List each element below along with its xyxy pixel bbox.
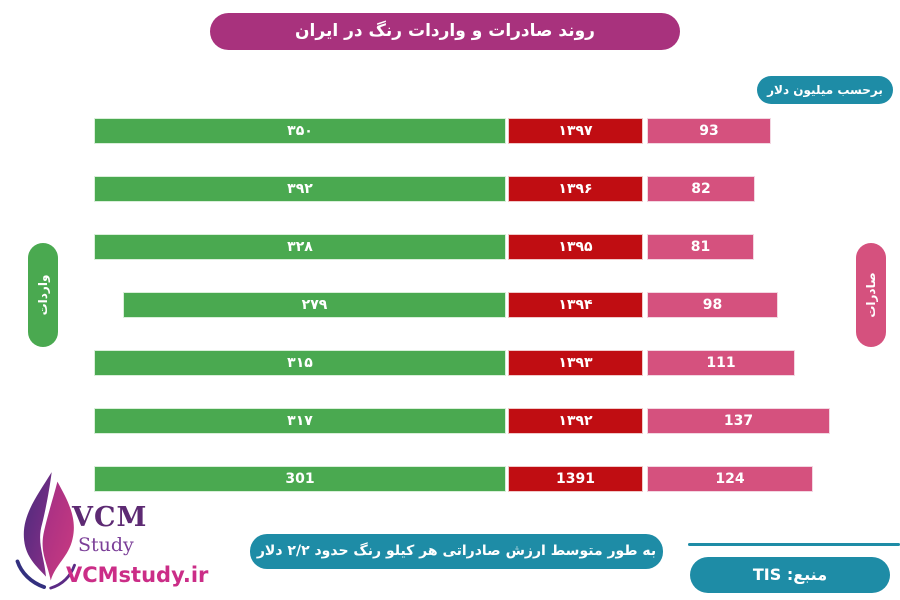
year-box: ۱۳۹۳ xyxy=(508,350,643,376)
chart-row: ۳۵۰ ۱۳۹۷ 93 xyxy=(0,118,900,144)
year-box: ۱۳۹۵ xyxy=(508,234,643,260)
exports-value-label: 82 xyxy=(691,181,711,197)
exports-bar: 98 xyxy=(647,292,778,318)
exports-value-label: 137 xyxy=(723,413,754,429)
year-box: ۱۳۹۶ xyxy=(508,176,643,202)
logo-sub-text: Study xyxy=(78,534,134,556)
source-badge: منبع: TIS xyxy=(690,557,890,593)
chart-row: 301 1391 124 xyxy=(0,466,900,492)
chart-title: روند صادرات و واردات رنگ در ایران xyxy=(210,13,680,50)
chart-row: ۳۱۵ ۱۳۹۳ 111 xyxy=(0,350,900,376)
unit-badge: برحسب میلیون دلار xyxy=(757,76,893,104)
chart-row: ۲۷۹ ۱۳۹۴ 98 xyxy=(0,292,900,318)
source-divider xyxy=(688,543,900,546)
exports-bar: 111 xyxy=(647,350,795,376)
exports-bar: 137 xyxy=(647,408,830,434)
year-box: ۱۳۹۴ xyxy=(508,292,643,318)
imports-bar: ۳۵۰ xyxy=(94,118,506,144)
logo-url-text: VCMstudy.ir xyxy=(66,563,209,587)
imports-bar: ۳۲۸ xyxy=(94,234,506,260)
logo-brand-text: VCM xyxy=(72,502,148,533)
imports-axis-pill: واردات xyxy=(28,243,58,347)
imports-value-label: ۳۵۰ xyxy=(287,123,313,139)
footnote-banner: به طور متوسط ارزش صادراتی هر کیلو رنگ حد… xyxy=(250,534,663,594)
exports-value-label: 124 xyxy=(715,471,745,487)
imports-value-label: 301 xyxy=(285,471,315,487)
exports-axis-label: صادرات xyxy=(864,272,878,318)
exports-value-label: 111 xyxy=(706,355,736,371)
imports-bar: 301 xyxy=(94,466,506,492)
flame-icon xyxy=(15,472,76,590)
imports-value-label: ۳۹۲ xyxy=(287,181,313,197)
chart-row: ۳۱۷ ۱۳۹۲ 137 xyxy=(0,408,900,434)
imports-value-label: ۳۱۷ xyxy=(287,413,313,429)
imports-value-label: ۲۷۹ xyxy=(301,297,328,313)
exports-value-label: 81 xyxy=(690,239,711,255)
imports-bar: ۳۹۲ xyxy=(94,176,506,202)
exports-bar: 81 xyxy=(647,234,754,260)
chart-row: ۳۹۲ ۱۳۹۶ 82 xyxy=(0,176,900,202)
exports-value-label: 98 xyxy=(702,297,723,313)
exports-bar: 93 xyxy=(647,118,771,144)
chart-row: ۳۲۸ ۱۳۹۵ 81 xyxy=(0,234,900,260)
exports-axis-pill: صادرات xyxy=(856,243,886,347)
imports-bar: ۲۷۹ xyxy=(123,292,506,318)
imports-bar: ۳۱۵ xyxy=(94,350,506,376)
exports-bar: 82 xyxy=(647,176,755,202)
exports-bar: 124 xyxy=(647,466,813,492)
year-box: ۱۳۹۲ xyxy=(508,408,643,434)
year-box: ۱۳۹۷ xyxy=(508,118,643,144)
imports-axis-label: واردات xyxy=(36,274,50,316)
exports-value-label: 93 xyxy=(699,123,719,139)
imports-value-label: ۳۲۸ xyxy=(287,239,313,255)
vcm-logo: VCM Study VCMstudy.ir xyxy=(8,468,218,600)
year-box: 1391 xyxy=(508,466,643,492)
imports-bar: ۳۱۷ xyxy=(94,408,506,434)
imports-value-label: ۳۱۵ xyxy=(287,355,313,371)
